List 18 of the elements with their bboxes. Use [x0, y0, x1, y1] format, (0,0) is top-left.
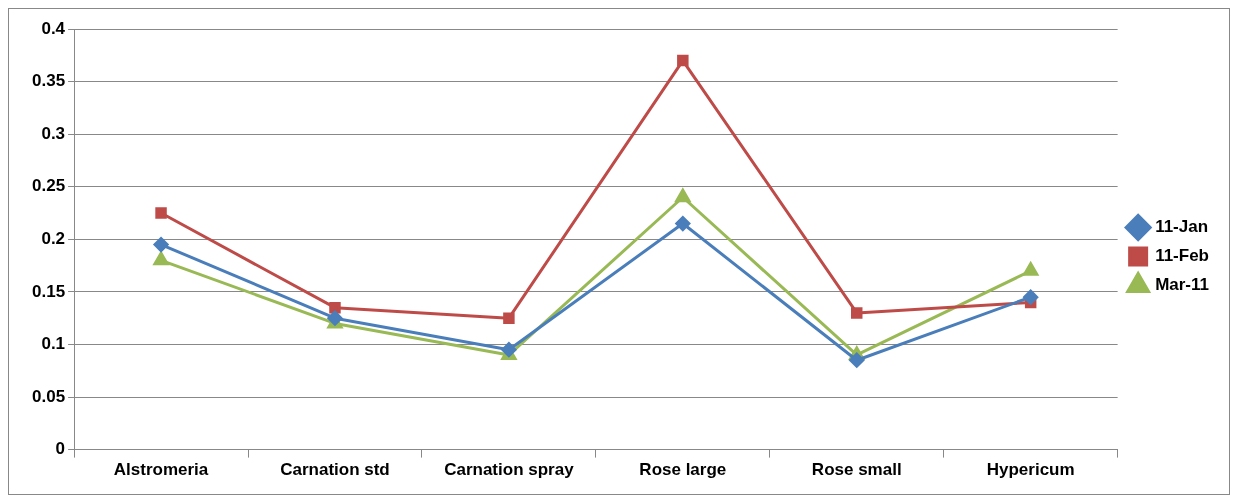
- x-tick-label: Carnation spray: [444, 460, 575, 480]
- y-tick-label: 0.35: [31, 71, 66, 91]
- y-tick-label: 0.25: [31, 176, 66, 196]
- x-tick-label: Alstromeria: [113, 460, 209, 480]
- y-tick-label: 0: [55, 439, 66, 459]
- x-tick-label: Rose large: [639, 460, 727, 480]
- y-tick-label: 0.4: [41, 18, 66, 38]
- y-tick-label: 0.1: [41, 334, 66, 354]
- y-tick-label: 0.15: [31, 281, 66, 301]
- legend-label: Mar-11: [1155, 275, 1210, 295]
- legend-label: 11-Feb: [1155, 246, 1209, 266]
- x-tick-label: Rose small: [811, 460, 902, 480]
- y-tick-label: 0.3: [41, 123, 66, 143]
- x-tick-label: Carnation std: [280, 460, 390, 480]
- y-tick-label: 0.2: [41, 228, 66, 248]
- legend-label: 11-Jan: [1155, 217, 1209, 237]
- x-tick-label: Hypericum: [986, 460, 1075, 480]
- y-tick-label: 0.05: [31, 386, 66, 406]
